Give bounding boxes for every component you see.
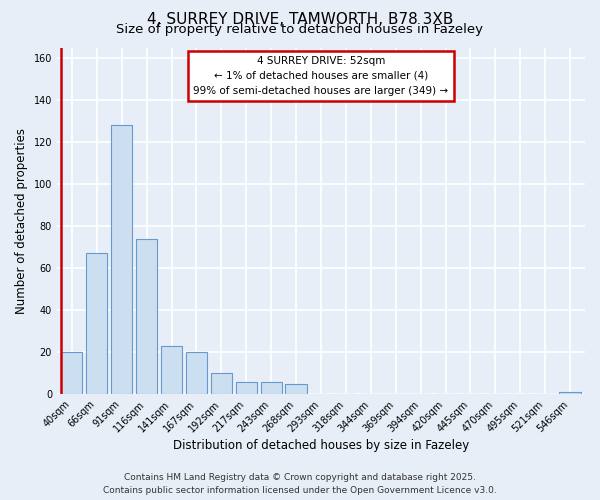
Bar [61,352,82,394]
Text: Size of property relative to detached houses in Fazeley: Size of property relative to detached ho… [116,22,484,36]
Bar [559,392,581,394]
Bar [86,254,107,394]
Text: 4, SURREY DRIVE, TAMWORTH, B78 3XB: 4, SURREY DRIVE, TAMWORTH, B78 3XB [147,12,453,28]
Bar [186,352,207,394]
Bar [286,384,307,394]
Y-axis label: Number of detached properties: Number of detached properties [15,128,28,314]
Bar [211,373,232,394]
Text: Contains HM Land Registry data © Crown copyright and database right 2025.
Contai: Contains HM Land Registry data © Crown c… [103,474,497,495]
Bar [111,125,132,394]
Bar [236,382,257,394]
Bar [136,238,157,394]
Bar [260,382,282,394]
Text: 4 SURREY DRIVE: 52sqm
← 1% of detached houses are smaller (4)
99% of semi-detach: 4 SURREY DRIVE: 52sqm ← 1% of detached h… [193,56,449,96]
X-axis label: Distribution of detached houses by size in Fazeley: Distribution of detached houses by size … [173,440,469,452]
Bar [161,346,182,394]
